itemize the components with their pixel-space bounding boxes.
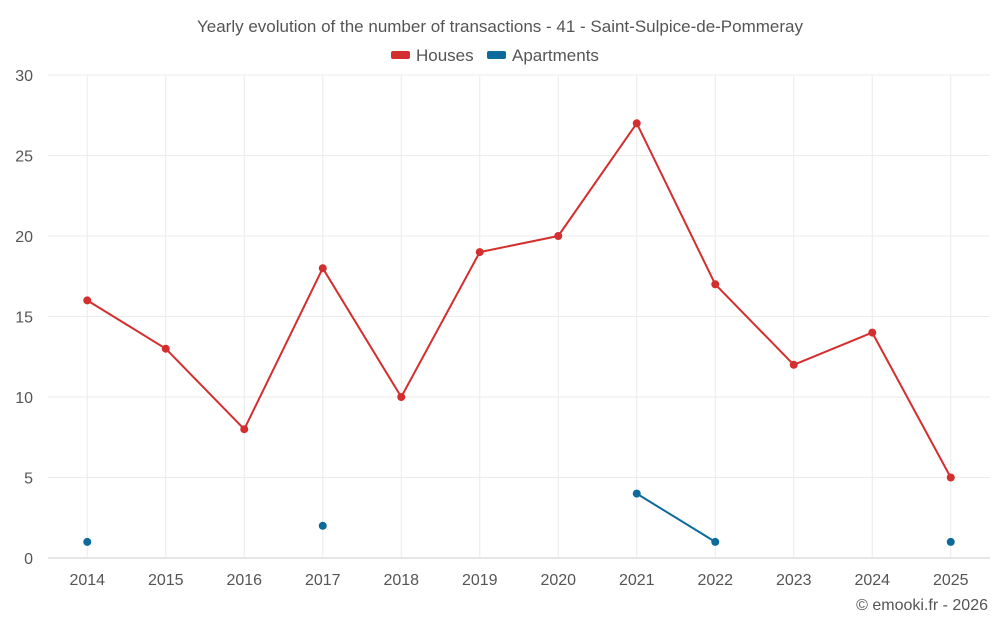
credit-text: © emooki.fr - 2026 xyxy=(856,597,988,614)
legend-label-houses: Houses xyxy=(416,46,474,65)
point-houses-2021[interactable] xyxy=(632,119,641,128)
x-tick-label-2019: 2019 xyxy=(462,572,498,589)
x-tick-label-2021: 2021 xyxy=(619,572,655,589)
series-houses xyxy=(83,119,955,482)
grid xyxy=(48,74,990,559)
y-tick-label-15: 15 xyxy=(15,310,33,327)
series-line-apartments xyxy=(636,492,716,543)
x-tick-label-2014: 2014 xyxy=(69,572,105,589)
legend-swatch-apartments xyxy=(487,51,506,59)
legend-label-apartments: Apartments xyxy=(512,46,599,65)
point-houses-2022[interactable] xyxy=(711,280,720,289)
x-tick-label-2015: 2015 xyxy=(148,572,184,589)
point-houses-2018[interactable] xyxy=(397,393,406,401)
point-apartments-2022[interactable] xyxy=(711,537,720,546)
point-houses-2024[interactable] xyxy=(868,328,877,337)
legend-item-apartments[interactable]: Apartments xyxy=(487,46,599,65)
series-line-houses xyxy=(86,122,952,478)
y-tick-label-0: 0 xyxy=(24,551,33,568)
series xyxy=(83,119,955,546)
legend-swatch-houses xyxy=(391,51,410,59)
x-tick-label-2018: 2018 xyxy=(383,572,419,589)
x-tick-label-2025: 2025 xyxy=(933,572,969,589)
point-houses-2019[interactable] xyxy=(475,248,484,257)
point-apartments-2017[interactable] xyxy=(318,521,327,530)
point-apartments-2014[interactable] xyxy=(83,537,92,546)
y-tick-label-25: 25 xyxy=(15,149,33,166)
point-houses-2016[interactable] xyxy=(240,425,249,434)
chart-title: Yearly evolution of the number of transa… xyxy=(197,17,804,36)
series-apartments xyxy=(83,489,955,546)
y-axis-ticks: 0 5 10 15 20 25 30 xyxy=(15,68,33,568)
x-tick-label-2023: 2023 xyxy=(776,572,812,589)
point-houses-2020[interactable] xyxy=(554,232,563,240)
point-apartments-2025[interactable] xyxy=(946,537,955,546)
legend-item-houses[interactable]: Houses xyxy=(391,46,474,65)
point-apartments-2021[interactable] xyxy=(632,489,641,498)
x-tick-label-2024: 2024 xyxy=(854,572,890,589)
y-tick-label-30: 30 xyxy=(15,68,33,85)
legend: Houses Apartments xyxy=(391,46,599,65)
x-tick-label-2016: 2016 xyxy=(226,572,262,589)
point-houses-2017[interactable] xyxy=(318,264,327,273)
y-tick-label-20: 20 xyxy=(15,229,33,246)
point-houses-2015[interactable] xyxy=(161,344,170,353)
point-houses-2023[interactable] xyxy=(789,360,798,369)
point-houses-2025[interactable] xyxy=(946,473,955,482)
point-houses-2014[interactable] xyxy=(83,296,92,305)
y-tick-label-5: 5 xyxy=(24,471,33,488)
x-tick-label-2017: 2017 xyxy=(305,572,341,589)
x-tick-label-2022: 2022 xyxy=(697,572,733,589)
x-tick-label-2020: 2020 xyxy=(540,572,576,589)
y-tick-label-10: 10 xyxy=(15,390,33,407)
x-axis-ticks: 2014 2015 2016 2017 2018 2019 2020 2021 2022 2023… xyxy=(69,572,968,589)
